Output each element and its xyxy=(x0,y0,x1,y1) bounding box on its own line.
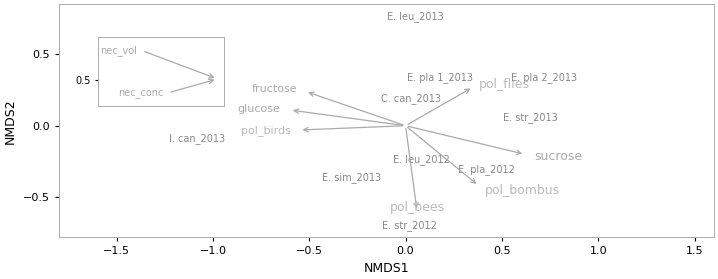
Text: nec_vol: nec_vol xyxy=(101,45,137,56)
Text: pol_flies: pol_flies xyxy=(478,78,529,90)
Text: E. pla 1_2013: E. pla 1_2013 xyxy=(407,72,473,83)
Text: E. leu_2012: E. leu_2012 xyxy=(393,155,449,165)
Y-axis label: NMDS2: NMDS2 xyxy=(4,98,17,143)
Text: I. can_2013: I. can_2013 xyxy=(169,133,225,144)
Text: pol_birds: pol_birds xyxy=(241,125,291,136)
Text: nec_conc: nec_conc xyxy=(118,88,164,98)
Text: pol_bees: pol_bees xyxy=(390,201,444,214)
Text: fructose: fructose xyxy=(252,84,297,94)
Text: E. str_2013: E. str_2013 xyxy=(503,112,558,122)
Text: glucose: glucose xyxy=(238,104,281,114)
Text: E. str_2012: E. str_2012 xyxy=(382,220,437,231)
Text: E. pla_2012: E. pla_2012 xyxy=(458,165,515,175)
Text: E. sim_2013: E. sim_2013 xyxy=(322,172,381,183)
Text: E. leu_2013: E. leu_2013 xyxy=(387,12,444,23)
Text: E. pla 2_2013: E. pla 2_2013 xyxy=(511,72,577,83)
X-axis label: NMDS1: NMDS1 xyxy=(363,262,409,275)
Text: C. can_2013: C. can_2013 xyxy=(381,93,442,104)
Text: sucrose: sucrose xyxy=(535,150,583,163)
Text: pol_bombus: pol_bombus xyxy=(485,184,560,197)
